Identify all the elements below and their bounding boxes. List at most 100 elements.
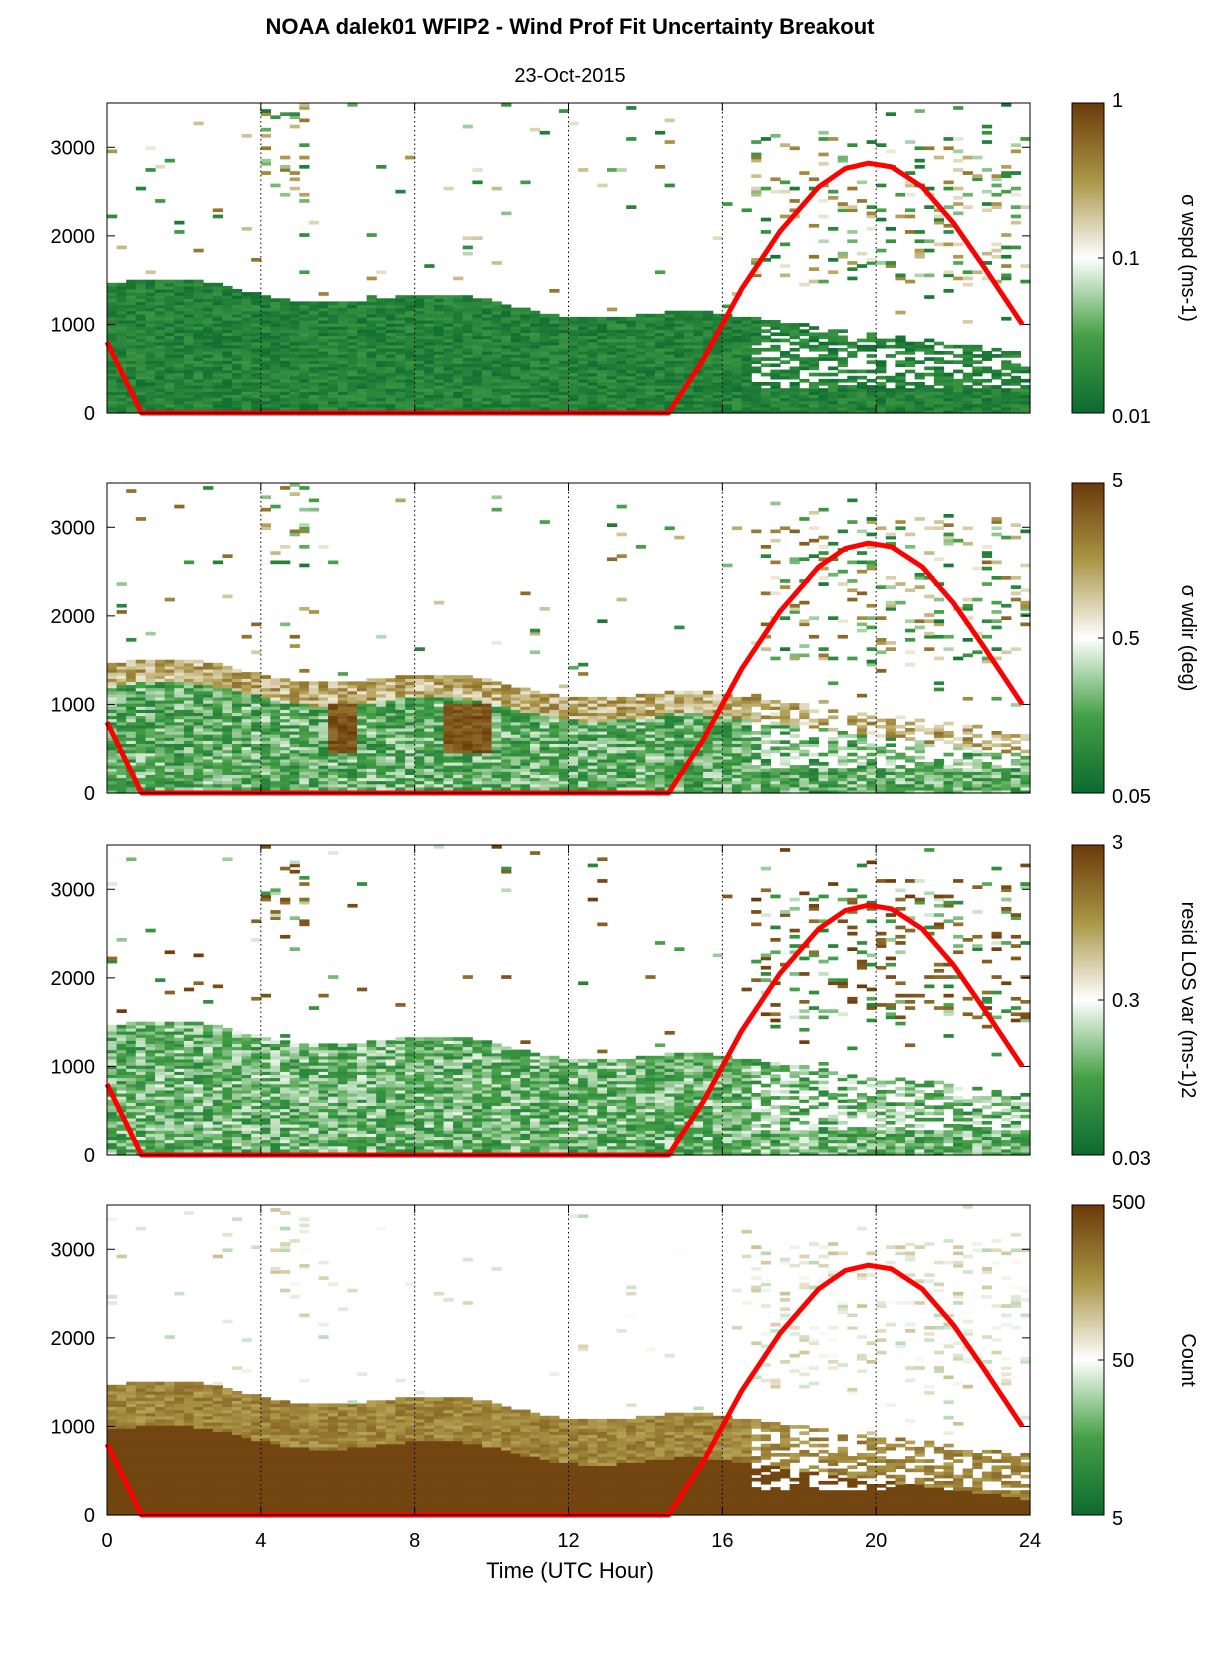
heatmap-cell	[376, 762, 387, 766]
heatmap-cell	[462, 687, 473, 692]
heatmap-cell	[126, 789, 137, 794]
heatmap-cell	[318, 734, 329, 738]
heatmap-cell	[241, 703, 252, 707]
heatmap-cell	[674, 316, 685, 321]
heatmap-cell	[385, 372, 396, 377]
heatmap-cell	[626, 323, 637, 327]
heatmap-cell	[962, 205, 973, 209]
heatmap-cell	[635, 372, 646, 377]
heatmap-cell	[212, 326, 223, 330]
heatmap-cell	[308, 313, 320, 318]
heatmap-cell	[770, 406, 781, 411]
heatmap-cell	[337, 344, 348, 349]
heatmap-cell	[174, 307, 185, 312]
heatmap-cell	[135, 765, 146, 769]
heatmap-cell	[164, 289, 175, 293]
heatmap-cell	[828, 341, 839, 346]
heatmap-cell	[193, 762, 204, 766]
heatmap-cell	[645, 351, 656, 355]
heatmap-cell	[443, 391, 454, 395]
heatmap-cell	[847, 276, 858, 281]
heatmap-cell	[251, 310, 262, 315]
heatmap-cell	[135, 712, 146, 717]
heatmap-cell	[443, 687, 454, 692]
heatmap-cell	[155, 777, 166, 782]
heatmap-cell	[482, 320, 493, 324]
heatmap-cell	[308, 749, 320, 754]
heatmap-cell	[145, 746, 156, 751]
heatmap-cell	[703, 323, 714, 327]
heatmap-cell	[289, 397, 300, 402]
heatmap-cell	[116, 721, 127, 726]
heatmap-cell	[655, 347, 666, 352]
heatmap-cell	[405, 326, 416, 330]
heatmap-cell	[366, 721, 377, 726]
heatmap-cell	[145, 332, 156, 337]
heatmap-cell	[289, 115, 300, 120]
heatmap-cell	[203, 400, 214, 405]
heatmap-cell	[241, 675, 252, 679]
heatmap-cell	[260, 391, 271, 395]
heatmap-cell	[462, 298, 473, 302]
heatmap-cell	[328, 774, 339, 779]
heatmap-cell	[607, 326, 618, 330]
heatmap-cell	[155, 323, 166, 327]
heatmap-cell	[183, 774, 195, 779]
heatmap-cell	[905, 208, 916, 213]
heatmap-cell	[270, 709, 281, 713]
heatmap-cell	[289, 394, 300, 399]
heatmap-cell	[347, 690, 358, 695]
heatmap-cell	[635, 313, 646, 318]
heatmap-cell	[443, 712, 454, 717]
heatmap-cell	[357, 406, 368, 411]
heatmap-cell	[453, 687, 464, 692]
heatmap-cell	[328, 388, 339, 392]
heatmap-cell	[760, 217, 771, 222]
heatmap-cell	[135, 320, 146, 324]
heatmap-cell	[270, 400, 281, 405]
heatmap-cell	[414, 783, 425, 788]
heatmap-cell	[299, 715, 310, 720]
heatmap-cell	[308, 354, 320, 358]
heatmap-cell	[482, 786, 493, 791]
heatmap-cell	[260, 675, 271, 679]
heatmap-cell	[241, 323, 252, 327]
heatmap-cell	[770, 254, 781, 259]
heatmap-cell	[183, 289, 195, 293]
heatmap-cell	[366, 740, 377, 744]
heatmap-cell	[299, 323, 310, 327]
heatmap-cell	[193, 737, 204, 741]
heatmap-cell	[366, 727, 377, 732]
heatmap-cell	[491, 341, 502, 346]
heatmap-cell	[289, 740, 300, 744]
heatmap-cell	[905, 406, 916, 411]
heatmap-cell	[760, 137, 771, 141]
heatmap-cell	[193, 718, 204, 723]
heatmap-cell	[155, 385, 166, 389]
heatmap-cell	[414, 320, 425, 324]
heatmap-cell	[232, 780, 243, 785]
heatmap-cell	[433, 765, 445, 769]
heatmap-cell	[414, 752, 425, 757]
heatmap-cell	[664, 357, 675, 361]
heatmap-cell	[116, 391, 127, 395]
heatmap-cell	[760, 409, 771, 414]
heatmap-cell	[972, 394, 983, 399]
heatmap-cell	[155, 678, 166, 682]
heatmap-cell	[357, 335, 368, 340]
heatmap-cell	[164, 746, 175, 751]
heatmap-cell	[174, 310, 185, 315]
heatmap-cell	[462, 400, 473, 405]
heatmap-cell	[366, 313, 377, 318]
heatmap-cell	[212, 375, 223, 380]
heatmap-cell	[424, 388, 435, 392]
heatmap-cell	[424, 712, 435, 717]
heatmap-cell	[385, 351, 396, 355]
heatmap-cell	[366, 700, 377, 704]
heatmap-cell	[837, 400, 848, 405]
heatmap-cell	[607, 347, 618, 352]
heatmap-cell	[751, 192, 762, 197]
heatmap-cell	[232, 357, 243, 361]
heatmap-cell	[241, 768, 252, 772]
heatmap-cell	[395, 394, 406, 399]
